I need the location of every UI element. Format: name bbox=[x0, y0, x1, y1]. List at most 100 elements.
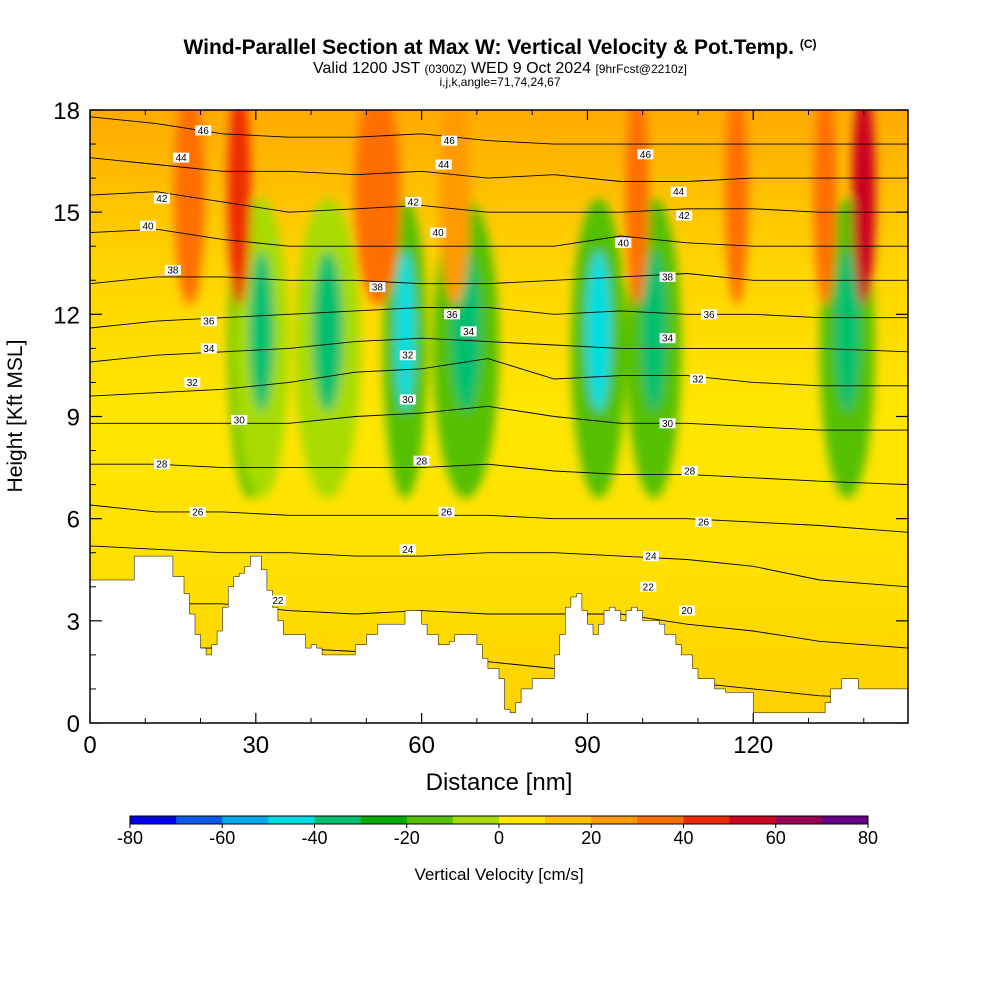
contour-label-bg bbox=[670, 186, 687, 197]
colorbar-swatch bbox=[821, 816, 869, 824]
downdraft-band bbox=[227, 110, 251, 306]
valid-utc: (0300Z) bbox=[424, 62, 467, 76]
updraft-core bbox=[395, 251, 415, 412]
contour-label: 24 bbox=[642, 551, 659, 563]
contour-label-bg bbox=[153, 459, 170, 470]
valid-prefix: Valid 1200 JST bbox=[312, 60, 421, 77]
updraft-core bbox=[248, 251, 274, 412]
colorbar-swatch bbox=[360, 816, 408, 824]
colorbar-swatch bbox=[268, 816, 315, 824]
contour-label-text: 38 bbox=[167, 266, 179, 277]
y-tick-label: 12 bbox=[53, 302, 80, 329]
contour-label-bg bbox=[200, 343, 217, 354]
contour-label-text: 40 bbox=[142, 221, 154, 232]
colorbar-swatch bbox=[637, 816, 684, 824]
colorbar-swatch bbox=[775, 816, 823, 824]
contour-label-bg bbox=[269, 595, 286, 606]
contour-label-bg bbox=[200, 316, 217, 327]
contour-label-bg bbox=[430, 227, 447, 238]
x-tick-label: 60 bbox=[408, 732, 435, 759]
colorbar-swatch bbox=[130, 816, 177, 824]
contour-label: 40 bbox=[430, 227, 447, 239]
contour-label-bg bbox=[164, 265, 181, 276]
theta-contour-30 bbox=[90, 405, 908, 431]
contour-label-bg bbox=[399, 544, 416, 555]
contour-label-bg bbox=[435, 159, 452, 170]
contour-label: 28 bbox=[413, 455, 430, 467]
contour-label: 46 bbox=[637, 149, 654, 161]
theta-contour-24 bbox=[90, 545, 908, 588]
contour-label-text: 34 bbox=[662, 334, 674, 345]
downdraft-band bbox=[625, 110, 649, 306]
contour-label-bg bbox=[659, 333, 676, 344]
contour-label-bg bbox=[173, 152, 190, 163]
colorbar-swatch bbox=[729, 816, 777, 824]
contour-label: 36 bbox=[444, 309, 461, 321]
contour-label-bg bbox=[689, 374, 706, 385]
contour-label: 20 bbox=[678, 605, 695, 617]
chart-title: Wind-Parallel Section at Max W: Vertical… bbox=[0, 36, 1000, 60]
colorbar-swatch bbox=[222, 816, 269, 824]
contour-label: 30 bbox=[659, 418, 676, 430]
contour-label-text: 34 bbox=[463, 327, 475, 338]
contour-label-bg bbox=[369, 282, 386, 293]
colorbar-swatch bbox=[176, 816, 223, 824]
contour-label: 46 bbox=[441, 135, 458, 147]
contour-label-text: 44 bbox=[176, 153, 188, 164]
colorbar-tick-label: -40 bbox=[301, 828, 327, 848]
forecast-info: [9hrFcst@2210z] bbox=[595, 62, 688, 76]
contour-label-bg bbox=[695, 517, 712, 528]
colorbar-swatch bbox=[545, 816, 592, 824]
contour-label-text: 42 bbox=[156, 194, 168, 205]
contour-label-text: 28 bbox=[416, 456, 428, 467]
y-axis-label: Height [Kft MSL] bbox=[4, 340, 27, 493]
contour-label-text: 20 bbox=[681, 606, 693, 617]
velocity-bands bbox=[174, 110, 876, 499]
contour-label: 30 bbox=[231, 414, 248, 426]
theta-contour-26 bbox=[90, 504, 908, 533]
contour-label: 22 bbox=[640, 581, 657, 593]
x-tick-label: 0 bbox=[83, 732, 96, 759]
contour-label-text: 30 bbox=[234, 415, 246, 426]
colorbar-swatch bbox=[314, 816, 362, 824]
y-tick-label: 0 bbox=[67, 711, 80, 738]
colorbar-tick-label: 80 bbox=[858, 828, 878, 848]
contour-label-text: 22 bbox=[272, 596, 284, 607]
contour-label-text: 46 bbox=[640, 150, 652, 161]
colorbar-tick-label: -60 bbox=[209, 828, 235, 848]
downdraft-band bbox=[439, 110, 471, 306]
contour-label-bg bbox=[681, 465, 698, 476]
x-tick-label: 90 bbox=[574, 732, 601, 759]
downdraft-band bbox=[725, 110, 749, 306]
contour-label-bg bbox=[231, 414, 248, 425]
contour-label: 44 bbox=[670, 186, 687, 198]
theta-contour-labels: 46 46 46 44 44 44 42 42 42 40 40 40 38 38 38 36 36 36 34 34… bbox=[140, 125, 718, 617]
contour-label-text: 26 bbox=[698, 518, 710, 529]
contour-label: 44 bbox=[435, 159, 452, 171]
contour-label-bg bbox=[184, 377, 201, 388]
contour-label: 32 bbox=[399, 350, 416, 362]
contour-label-text: 24 bbox=[645, 552, 657, 563]
contour-label: 38 bbox=[369, 282, 386, 294]
contour-label: 26 bbox=[189, 506, 206, 518]
theta-contour-38 bbox=[90, 273, 908, 285]
title-text: Wind-Parallel Section at Max W: Vertical… bbox=[183, 36, 794, 59]
updraft-core bbox=[641, 251, 667, 412]
colorbar-tick-label: -80 bbox=[117, 828, 143, 848]
contour-label-text: 36 bbox=[203, 317, 215, 328]
contour-label: 26 bbox=[438, 506, 455, 518]
contour-label-bg bbox=[438, 506, 455, 517]
contour-label-bg bbox=[642, 551, 659, 562]
contour-label-bg bbox=[399, 394, 416, 405]
contour-label-text: 46 bbox=[198, 126, 210, 137]
contour-label-bg bbox=[153, 193, 170, 204]
contour-label: 42 bbox=[676, 210, 693, 222]
colorbar-tick-label: 20 bbox=[581, 828, 601, 848]
contour-label-bg bbox=[189, 506, 206, 517]
contour-label-text: 44 bbox=[438, 160, 450, 171]
y-tick-label: 18 bbox=[53, 98, 80, 125]
contour-label: 26 bbox=[695, 517, 712, 529]
updraft-core bbox=[834, 251, 860, 412]
contour-label-bg bbox=[441, 135, 458, 146]
